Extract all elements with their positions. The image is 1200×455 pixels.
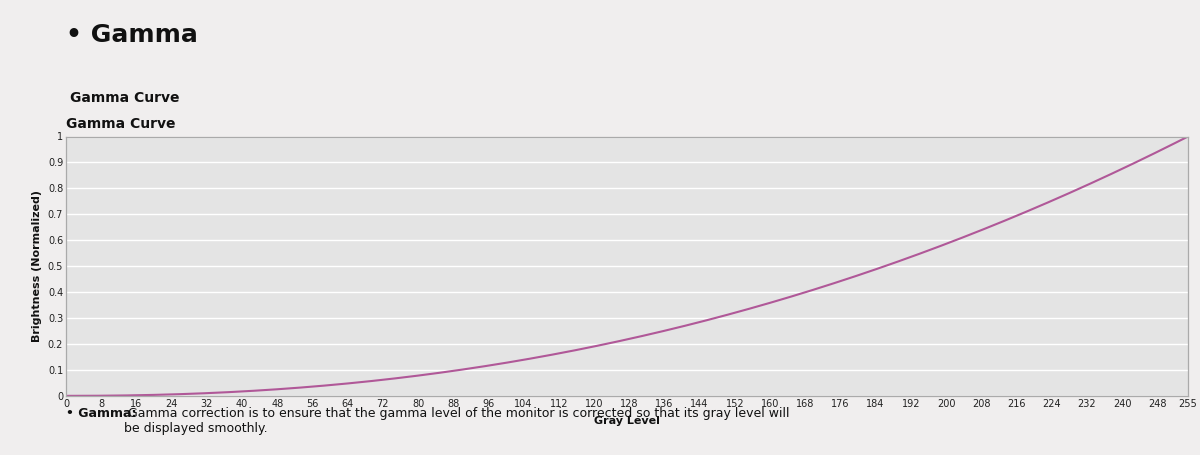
Text: • Gamma:: • Gamma: <box>66 407 137 420</box>
Text: Gamma Curve: Gamma Curve <box>66 117 175 131</box>
X-axis label: Gray Level: Gray Level <box>594 415 660 425</box>
Text: Gamma correction is to ensure that the gamma level of the monitor is corrected s: Gamma correction is to ensure that the g… <box>124 407 790 435</box>
Text: Gamma Curve: Gamma Curve <box>70 91 179 105</box>
Text: • Gamma: • Gamma <box>66 23 198 47</box>
Y-axis label: Brightness (Normalized): Brightness (Normalized) <box>32 190 42 342</box>
